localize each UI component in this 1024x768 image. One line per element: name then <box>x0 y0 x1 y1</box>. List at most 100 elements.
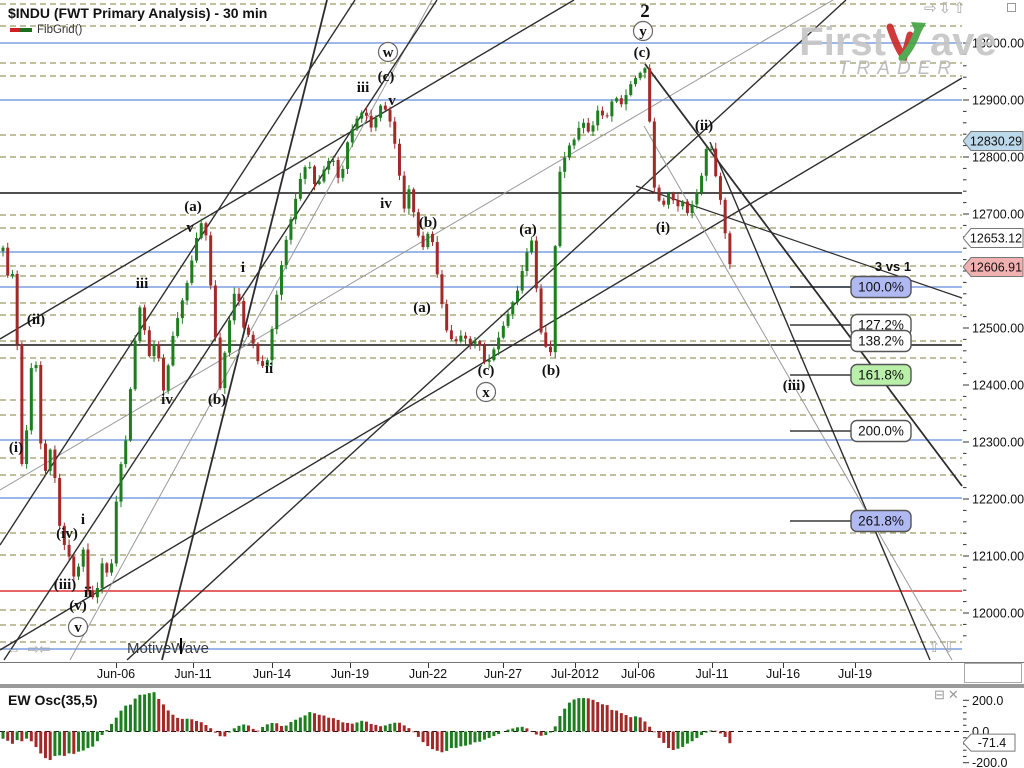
wave-label[interactable]: iii <box>357 80 370 96</box>
price-chart[interactable]: 100.0% 127.2%138.2% 161.8% 200.0% 261.8% 3 vs… <box>0 0 963 662</box>
fib-level-label: 200.0% <box>858 424 904 439</box>
pan-right-icon[interactable]: ⇨ <box>924 0 939 17</box>
wave-label[interactable]: x <box>482 385 490 401</box>
expand-horizontal-icon[interactable]: ⇔ <box>6 641 22 658</box>
date-tick <box>428 663 429 668</box>
trendline[interactable] <box>161 0 328 661</box>
wave-label[interactable]: (b) <box>208 392 226 408</box>
fib-level-label: 261.8% <box>858 514 904 529</box>
price-tag-label: 12653.12 <box>970 232 1022 246</box>
trendline[interactable] <box>643 125 953 661</box>
logo-text-first: First <box>799 20 886 64</box>
oscillator-pane[interactable]: EW Osc(35,5) <box>0 688 964 768</box>
price-axis-label: 12900.00 <box>972 94 1024 108</box>
wave-label-circle <box>632 20 654 42</box>
wave-label[interactable]: 2 <box>640 1 650 22</box>
date-axis-label: Jul-19 <box>837 667 873 681</box>
wave-label[interactable]: (ii) <box>695 118 713 134</box>
price-axis-label: 12500.00 <box>972 322 1024 336</box>
date-tick <box>193 663 194 668</box>
date-axis[interactable]: Jun-06 Jun-11 Jun-14 Jun-19 Jun-22 Jun-27 Jul-… <box>0 662 1024 685</box>
collapse-panel-icon[interactable]: ⊟ <box>934 687 948 702</box>
pan-up-icon[interactable]: ⇧ <box>953 0 968 17</box>
wave-label[interactable]: (b) <box>542 363 560 379</box>
trendline[interactable] <box>709 141 931 661</box>
trendline[interactable] <box>0 0 834 491</box>
scroll-up-icon[interactable]: ⇧ <box>928 639 943 656</box>
price-tag-label: 12830.29 <box>970 135 1022 149</box>
oscillator-axis-label: 200.0 <box>972 694 1003 708</box>
trendline[interactable] <box>3 0 438 661</box>
wave-label[interactable]: iii <box>136 276 149 292</box>
wave-label[interactable]: (a) <box>519 222 537 238</box>
wave-label[interactable]: i <box>81 512 85 528</box>
main-chart-pane[interactable]: 100.0% 127.2% 138.2% 161.8% 200.0% 261.8% 3 vs… <box>0 0 966 662</box>
wave-label[interactable]: y <box>639 24 647 40</box>
date-tick <box>783 663 784 668</box>
wave-label[interactable]: (a) <box>413 300 431 316</box>
price-axis[interactable]: 13000.00 12900.00 12800.00 12700.00 12500.00… <box>963 0 1024 662</box>
wave-label[interactable]: v <box>186 220 194 236</box>
scroll-down-icon[interactable]: ⇩ <box>942 639 958 656</box>
fibgrid-legend[interactable]: FibGrid() <box>10 24 82 36</box>
wave-label[interactable]: ii <box>84 585 92 601</box>
wave-label[interactable]: v <box>74 620 82 636</box>
wave-label[interactable]: ii <box>265 361 273 377</box>
trendline[interactable] <box>0 77 963 651</box>
price-axis-label: 13000.00 <box>972 37 1024 51</box>
wave-label[interactable]: (c) <box>478 363 495 379</box>
axis-settings-icon[interactable] <box>1007 3 1016 12</box>
price-axis-label: 12000.00 <box>972 607 1024 621</box>
oscillator-controls: ⊟✕ <box>934 687 962 703</box>
wave-label[interactable]: (i) <box>656 220 670 236</box>
price-tag <box>963 228 1024 248</box>
trendline[interactable] <box>644 63 963 487</box>
wave-label[interactable]: iv <box>380 196 392 212</box>
panel-divider[interactable] <box>0 684 1024 688</box>
trendline[interactable] <box>0 0 575 340</box>
wave-label[interactable]: (iii) <box>783 378 806 394</box>
scroll-controls: ⇔ ⇨⇦ <box>6 641 51 659</box>
price-tag <box>963 257 1024 277</box>
fib-level-pill[interactable] <box>850 509 912 533</box>
wave-label[interactable]: (a) <box>184 199 202 215</box>
wave-label[interactable]: (i) <box>9 440 23 456</box>
ew-oscillator-chart[interactable] <box>0 688 963 768</box>
chart-title: $INDU (FWT Primary Analysis) - 30 min <box>8 5 268 21</box>
logo-wave-icon <box>886 22 926 62</box>
fib-level-pill[interactable] <box>850 419 912 443</box>
fib-level-label: 161.8% <box>858 368 904 383</box>
date-axis-label: Jun-19 <box>330 667 370 681</box>
wave-label[interactable]: (b) <box>419 215 437 231</box>
wave-label-circle <box>475 381 497 403</box>
wave-label[interactable]: w <box>383 45 394 61</box>
fib-level-pill[interactable] <box>850 329 912 353</box>
oscillator-label: EW Osc(35,5) <box>8 692 98 708</box>
price-axis-label: 12300.00 <box>972 436 1024 450</box>
date-tick <box>638 663 639 668</box>
fib-level-label: 138.2% <box>858 334 904 349</box>
wave-label[interactable]: (c) <box>634 45 651 61</box>
trendline[interactable] <box>126 0 847 661</box>
compress-horizontal-icon[interactable]: ⇨⇦ <box>27 641 50 658</box>
wave-label[interactable]: i <box>241 260 245 276</box>
logo-subtitle: TRADER <box>837 58 959 79</box>
date-axis-label: Jul-11 <box>695 667 729 681</box>
fib-level-pill[interactable] <box>850 363 912 387</box>
trendline[interactable] <box>69 0 433 661</box>
fibgrid-legend-swatch <box>10 28 32 32</box>
pan-down-icon[interactable]: ⇩ <box>938 0 954 17</box>
wave-label[interactable]: v <box>388 93 396 109</box>
fib-level-label: 127.2% <box>858 318 904 333</box>
wave-label[interactable]: (c) <box>378 69 395 85</box>
price-tag-label: 12606.91 <box>970 261 1022 275</box>
wave-label[interactable]: (iv) <box>56 526 78 542</box>
wave-label[interactable]: (v) <box>69 598 87 614</box>
fib-level-pill[interactable] <box>850 275 912 299</box>
trendline[interactable] <box>0 0 356 546</box>
wave-label[interactable]: (iii) <box>54 577 77 593</box>
close-panel-icon[interactable]: ✕ <box>947 687 962 702</box>
oscillator-axis[interactable]: 200.0 0.0 -200.0 -71.4 <box>963 688 1024 768</box>
wave-label[interactable]: iv <box>161 392 173 408</box>
wave-label[interactable]: (ii) <box>27 312 45 328</box>
